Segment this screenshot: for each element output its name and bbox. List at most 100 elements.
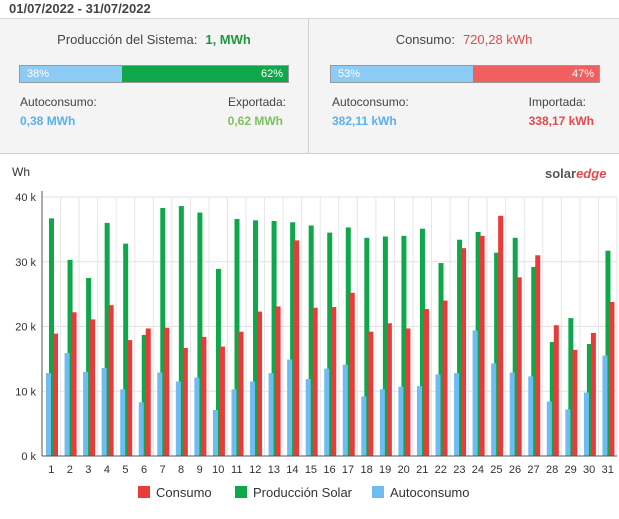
consumption-right-percent: 47% [571, 68, 594, 80]
bar-consumo [572, 349, 578, 456]
bar-consumo [405, 328, 411, 456]
production-left-percent: 38% [27, 68, 50, 80]
bar-autoconsumo [138, 402, 144, 456]
logo-part-solar: solar [545, 166, 576, 181]
production-right-percent: 62% [260, 68, 283, 80]
bar-consumo [461, 248, 467, 456]
legend-item[interactable]: Producción Solar [235, 485, 353, 500]
day-bar-group [602, 250, 615, 456]
day-bar-group [138, 328, 151, 456]
day-bar-group [287, 222, 300, 456]
x-tick-label: 18 [360, 464, 372, 476]
x-tick-label: 11 [231, 464, 242, 476]
production-self-consumption-segment: 38% [20, 66, 122, 82]
x-tick-label: 31 [602, 464, 614, 476]
y-tick-label: 40 k [15, 192, 36, 204]
day-bar-group [398, 235, 411, 456]
bar-autoconsumo [602, 355, 608, 456]
bar-consumo [516, 277, 522, 456]
bar-autoconsumo [250, 381, 256, 456]
day-bar-group [583, 332, 596, 456]
consumption-title-label: Consumo: [395, 32, 455, 47]
bar-consumo [312, 307, 318, 456]
bar-autoconsumo [491, 363, 497, 456]
x-tick-label: 8 [178, 464, 184, 476]
bar-consumo [442, 300, 448, 456]
bar-produccion-solar [123, 243, 129, 456]
bar-produccion-solar [419, 228, 425, 456]
bar-consumo [238, 331, 244, 456]
bar-autoconsumo [83, 371, 89, 456]
bar-consumo [257, 311, 263, 456]
consumption-import-value: 338,17 kWh [528, 114, 594, 128]
summary-panels: Producción del Sistema: 1, MWh 38% 62% Au… [0, 19, 619, 154]
bar-autoconsumo [565, 409, 571, 456]
date-range[interactable]: 01/07/2022 - 31/07/2022 [9, 1, 151, 16]
bar-autoconsumo [101, 367, 107, 456]
bar-consumo [553, 325, 559, 456]
bar-autoconsumo [398, 386, 404, 456]
x-tick-label: 25 [490, 464, 502, 476]
x-tick-label: 12 [249, 464, 261, 476]
day-bar-group [528, 255, 541, 456]
bar-consumo [368, 331, 374, 456]
bar-consumo [275, 306, 281, 456]
bar-consumo [294, 240, 300, 456]
bar-consumo [201, 336, 207, 456]
x-tick-label: 16 [323, 464, 335, 476]
bar-produccion-solar [86, 277, 92, 456]
bar-autoconsumo [64, 353, 70, 456]
bar-consumo [423, 309, 429, 456]
production-export-label: Exportada: [227, 95, 286, 109]
energy-chart-svg: Wh solaredge 0 k10 k20 k30 k40 k1 2 3 4 5 6 7 8… [12, 165, 618, 500]
day-bar-group [268, 220, 281, 456]
consumption-split-bar[interactable]: 53% 47% [330, 65, 600, 83]
bar-autoconsumo [546, 401, 552, 456]
bar-autoconsumo [454, 373, 460, 456]
y-axis-label: Wh [12, 165, 30, 179]
x-tick-label: 1 [48, 464, 54, 476]
bar-consumo [53, 333, 58, 456]
bar-consumo [331, 307, 337, 456]
day-bar-group [565, 318, 578, 456]
day-bar-group [120, 243, 133, 456]
day-bar-group [194, 212, 207, 456]
x-tick-label: 24 [472, 464, 484, 476]
bar-consumo [386, 323, 392, 456]
day-bar-group [157, 208, 170, 456]
production-title-label: Producción del Sistema: [57, 32, 198, 47]
bar-autoconsumo [583, 392, 589, 456]
day-bar-group [175, 206, 188, 456]
production-export-value: 0,62 MWh [227, 114, 283, 128]
production-self-consumption-label: Autoconsumo: [20, 95, 97, 109]
production-split-bar[interactable]: 38% 62% [19, 65, 289, 83]
bar-produccion-solar [253, 220, 259, 456]
bar-produccion-solar [475, 231, 481, 456]
x-tick-label: 14 [286, 464, 298, 476]
production-export-segment: 62% [121, 66, 288, 82]
chart-legend: Consumo Producción Solar Autoconsumo [138, 485, 470, 500]
x-tick-label: 20 [398, 464, 410, 476]
day-bar-group [472, 231, 485, 456]
x-tick-label: 22 [435, 464, 447, 476]
bar-autoconsumo [46, 373, 51, 456]
x-tick-label: 23 [453, 464, 465, 476]
x-tick-label: 9 [197, 464, 203, 476]
x-tick-label: 6 [141, 464, 147, 476]
x-tick-label: 17 [342, 464, 354, 476]
legend-item[interactable]: Autoconsumo [372, 485, 470, 500]
bar-produccion-solar [401, 235, 407, 456]
day-bar-group [546, 325, 559, 456]
y-tick-label: 30 k [15, 257, 36, 269]
legend-item[interactable]: Consumo [138, 485, 212, 500]
bar-produccion-solar [364, 237, 370, 456]
x-tick-label: 2 [67, 464, 73, 476]
x-tick-label: 27 [527, 464, 539, 476]
day-bar-group [379, 236, 392, 456]
bar-autoconsumo [175, 381, 181, 456]
bar-produccion-solar [271, 220, 277, 456]
day-bar-group [342, 227, 355, 456]
x-tick-label: 21 [416, 464, 428, 476]
bar-consumo [71, 312, 77, 456]
bar-autoconsumo [120, 389, 126, 456]
